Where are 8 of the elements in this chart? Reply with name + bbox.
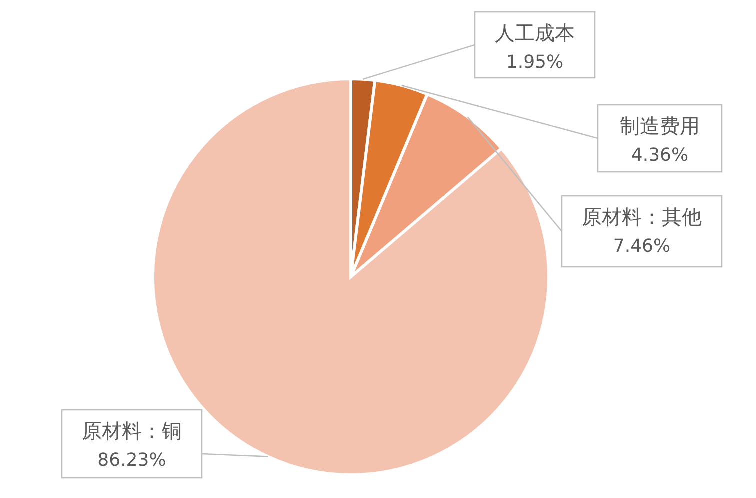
data-label: 86.23% (98, 450, 166, 471)
data-label: 1.95% (506, 52, 564, 73)
data-label: 4.36% (631, 145, 689, 166)
slice-label: 原材料：铜 (82, 419, 182, 443)
slice-label: 人工成本 (495, 21, 575, 45)
slice-label: 原材料：其他 (582, 205, 702, 229)
data-label: 7.46% (613, 236, 671, 257)
slice-label: 制造费用 (620, 114, 700, 138)
